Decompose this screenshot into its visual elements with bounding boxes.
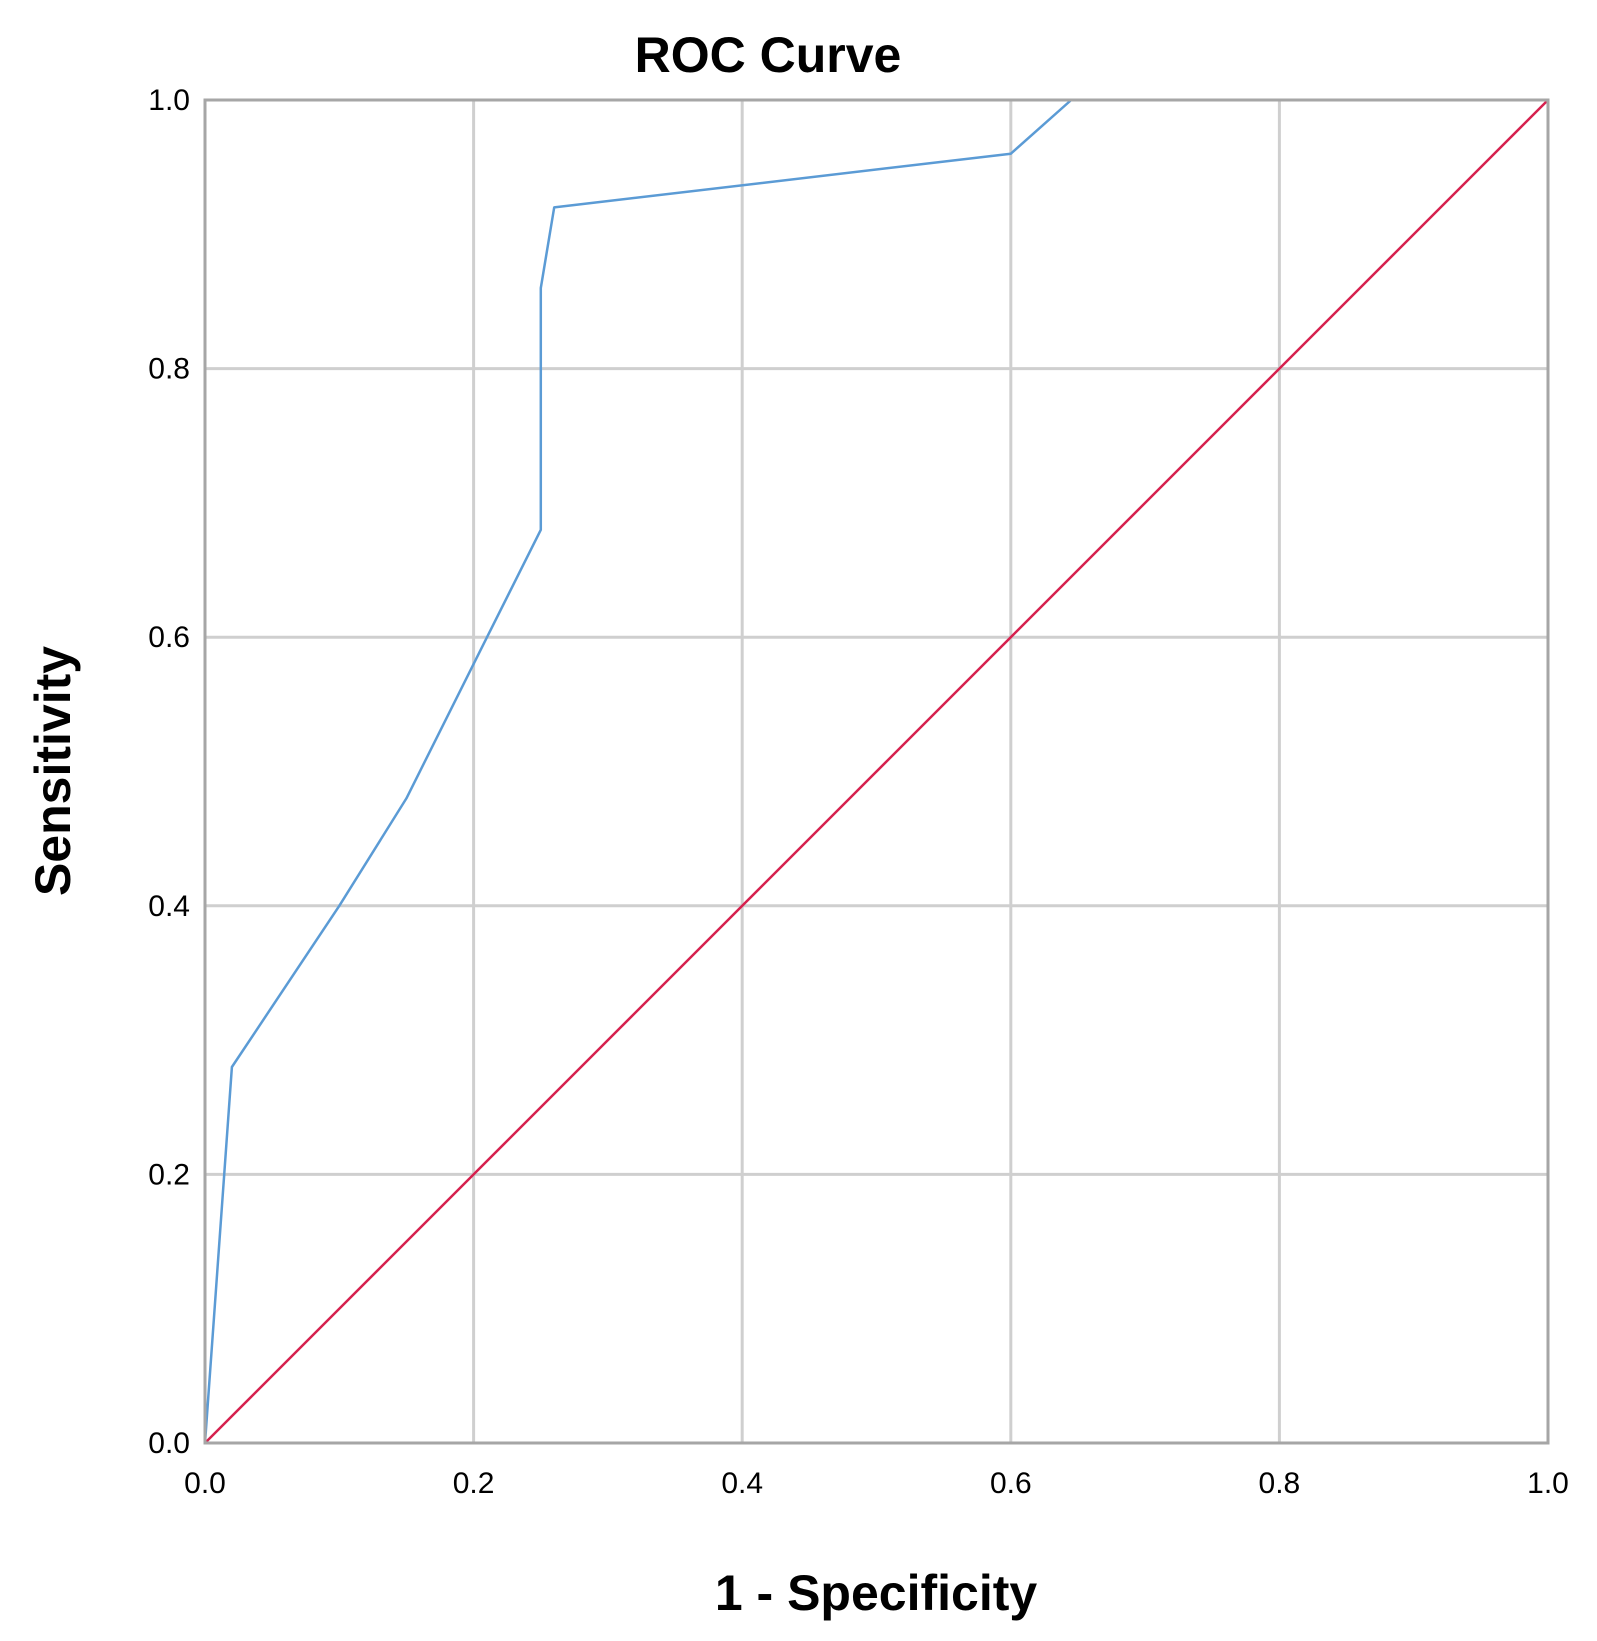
x-tick-label: 0.8 bbox=[1259, 1467, 1301, 1500]
x-tick-label: 0.4 bbox=[721, 1467, 763, 1500]
plot-frame bbox=[203, 98, 1550, 1445]
roc-curve-line bbox=[203, 98, 1548, 1444]
x-tick-label: 0.0 bbox=[184, 1467, 226, 1500]
x-tick-label: 0.2 bbox=[453, 1467, 495, 1500]
chart-title: ROC Curve bbox=[635, 27, 902, 83]
y-tick-label: 1.0 bbox=[148, 84, 190, 117]
x-axis-label: 1 - Specificity bbox=[715, 1565, 1038, 1621]
y-tick-label: 0.8 bbox=[148, 353, 190, 386]
x-tick-labels: 0.0 0.2 0.4 0.6 0.8 1.0 bbox=[184, 1467, 1569, 1500]
x-tick-label: 0.6 bbox=[990, 1467, 1032, 1500]
y-tick-label: 0.2 bbox=[148, 1158, 190, 1191]
y-tick-labels: 0.0 0.2 0.4 0.6 0.8 1.0 bbox=[148, 84, 190, 1460]
y-tick-label: 0.0 bbox=[148, 1427, 190, 1460]
reference-diagonal-line bbox=[204, 99, 1549, 1444]
x-tick-label: 1.0 bbox=[1527, 1467, 1569, 1500]
y-tick-label: 0.4 bbox=[148, 890, 190, 923]
y-axis-label: Sensitivity bbox=[25, 646, 81, 896]
series-layer bbox=[203, 98, 1549, 1444]
y-tick-label: 0.6 bbox=[148, 621, 190, 654]
